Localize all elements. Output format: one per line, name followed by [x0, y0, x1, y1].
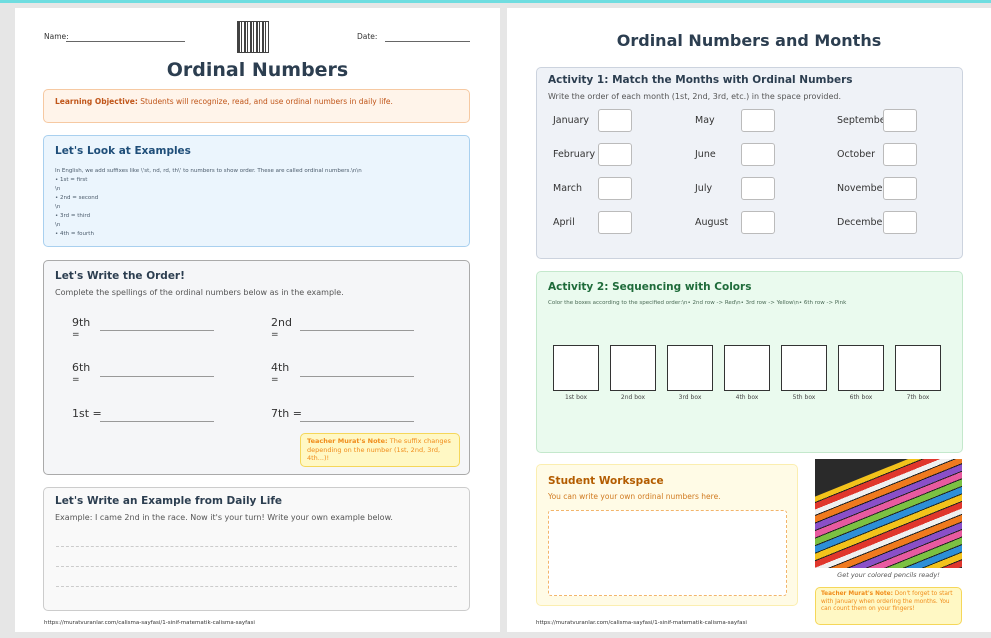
color-box-label: 4th box — [735, 394, 759, 401]
qr-code — [237, 21, 269, 53]
equals-sign: = — [72, 375, 80, 385]
teacher-note: Teacher Murat's Note: The suffix changes… — [300, 433, 460, 467]
equals-sign: = — [271, 330, 279, 340]
image-caption: Get your colored pencils ready! — [837, 571, 940, 579]
month-order-input[interactable] — [741, 177, 775, 200]
worksheet-page-2: Ordinal Numbers and Months Activity 1: M… — [507, 8, 991, 632]
activity-2-subtitle: Color the boxes according to the specifi… — [548, 300, 847, 306]
student-workspace: Student Workspace You can write your own… — [536, 464, 798, 606]
color-box-label: 2nd box — [620, 394, 646, 401]
month-order-input[interactable] — [598, 109, 632, 132]
color-box[interactable] — [838, 345, 884, 391]
page-title: Ordinal Numbers — [166, 59, 349, 81]
daily-life-section: Let's Write an Example from Daily Life E… — [43, 487, 470, 611]
note-text: The suffix changes depending on the numb… — [307, 437, 451, 462]
answer-line[interactable] — [100, 421, 214, 422]
date-line — [385, 41, 470, 42]
month-label: April — [553, 217, 575, 228]
month-label: March — [553, 183, 582, 194]
color-box-label: 6th box — [849, 394, 873, 401]
objective-text: Students will recognize, read, and use o… — [137, 97, 393, 106]
color-box[interactable] — [553, 345, 599, 391]
answer-line[interactable] — [300, 376, 414, 377]
color-box-label: 1st box — [564, 394, 588, 401]
write-order-title: Let's Write the Order! — [55, 270, 185, 282]
color-box[interactable] — [667, 345, 713, 391]
write-order-subtitle: Complete the spellings of the ordinal nu… — [55, 288, 344, 297]
month-order-input[interactable] — [883, 143, 917, 166]
objective-label: Learning Objective: — [55, 97, 138, 106]
month-label: February — [553, 149, 596, 160]
write-order-section: Let's Write the Order! Complete the spel… — [43, 260, 470, 475]
month-order-input[interactable] — [598, 143, 632, 166]
month-order-input[interactable] — [741, 143, 775, 166]
examples-title: Let's Look at Examples — [55, 145, 191, 157]
name-line — [66, 41, 185, 42]
note-label: Teacher Murat's Note: — [821, 591, 893, 597]
month-order-input[interactable] — [741, 211, 775, 234]
examples-body: In English, we add suffixes like \'st, n… — [55, 168, 362, 237]
month-order-input[interactable] — [598, 177, 632, 200]
workspace-title: Student Workspace — [548, 475, 664, 487]
activity-1-section: Activity 1: Match the Months with Ordina… — [536, 67, 963, 259]
page-title: Ordinal Numbers and Months — [616, 31, 882, 50]
workspace-writing-area[interactable] — [548, 510, 787, 596]
top-accent-bar — [0, 0, 991, 3]
month-label: July — [695, 183, 713, 194]
footer-url[interactable]: https://muratvuranlar.com/calisma-sayfas… — [536, 620, 747, 626]
footer-url[interactable]: https://muratvuranlar.com/calisma-sayfas… — [44, 620, 255, 626]
month-label: June — [695, 149, 716, 160]
examples-section: Let's Look at Examples In English, we ad… — [43, 135, 470, 247]
daily-life-subtitle: Example: I came 2nd in the race. Now it'… — [55, 513, 393, 522]
month-label: November — [837, 183, 887, 194]
month-order-input[interactable] — [883, 211, 917, 234]
note-label: Teacher Murat's Note: — [307, 437, 388, 445]
writing-line[interactable] — [56, 546, 457, 547]
name-label: Name: — [44, 32, 69, 41]
writing-line[interactable] — [56, 566, 457, 567]
activity-1-title: Activity 1: Match the Months with Ordina… — [548, 74, 853, 86]
colored-pencils-image — [815, 459, 962, 568]
answer-line[interactable] — [300, 330, 414, 331]
color-box-label: 5th box — [792, 394, 816, 401]
month-label: September — [837, 115, 890, 126]
color-box-label: 7th box — [906, 394, 930, 401]
month-label: May — [695, 115, 715, 126]
month-label: January — [553, 115, 590, 126]
color-box-label: 3rd box — [678, 394, 702, 401]
teacher-note: Teacher Murat's Note: Don't forget to st… — [815, 587, 962, 625]
month-order-input[interactable] — [883, 109, 917, 132]
activity-2-title: Activity 2: Sequencing with Colors — [548, 281, 752, 293]
daily-life-title: Let's Write an Example from Daily Life — [55, 495, 283, 507]
equals-sign: = — [271, 375, 279, 385]
ordinal-item: 1st = — [72, 407, 102, 420]
answer-line[interactable] — [100, 376, 214, 377]
worksheet-page-1: Name: Date: Ordinal Numbers Learning Obj… — [15, 8, 500, 632]
ordinal-item: 4th — [271, 361, 290, 374]
ordinal-item: 7th = — [271, 407, 302, 420]
answer-line[interactable] — [100, 330, 214, 331]
equals-sign: = — [72, 330, 80, 340]
month-label: October — [837, 149, 876, 160]
note-text: Don't forget to start with January when … — [821, 591, 953, 612]
answer-line[interactable] — [300, 421, 414, 422]
color-box[interactable] — [610, 345, 656, 391]
month-order-input[interactable] — [883, 177, 917, 200]
learning-objective: Learning Objective: Students will recogn… — [43, 89, 470, 123]
ordinal-item: 2nd — [271, 316, 292, 329]
ordinal-item: 6th — [72, 361, 91, 374]
ordinal-item: 9th — [72, 316, 91, 329]
color-box[interactable] — [724, 345, 770, 391]
activity-2-section: Activity 2: Sequencing with Colors Color… — [536, 271, 963, 453]
month-label: December — [837, 217, 887, 228]
month-order-input[interactable] — [598, 211, 632, 234]
color-box[interactable] — [895, 345, 941, 391]
month-label: August — [695, 217, 729, 228]
activity-1-subtitle: Write the order of each month (1st, 2nd,… — [548, 92, 841, 101]
color-box[interactable] — [781, 345, 827, 391]
date-label: Date: — [357, 32, 378, 41]
writing-line[interactable] — [56, 586, 457, 587]
workspace-subtitle: You can write your own ordinal numbers h… — [548, 492, 721, 501]
month-order-input[interactable] — [741, 109, 775, 132]
